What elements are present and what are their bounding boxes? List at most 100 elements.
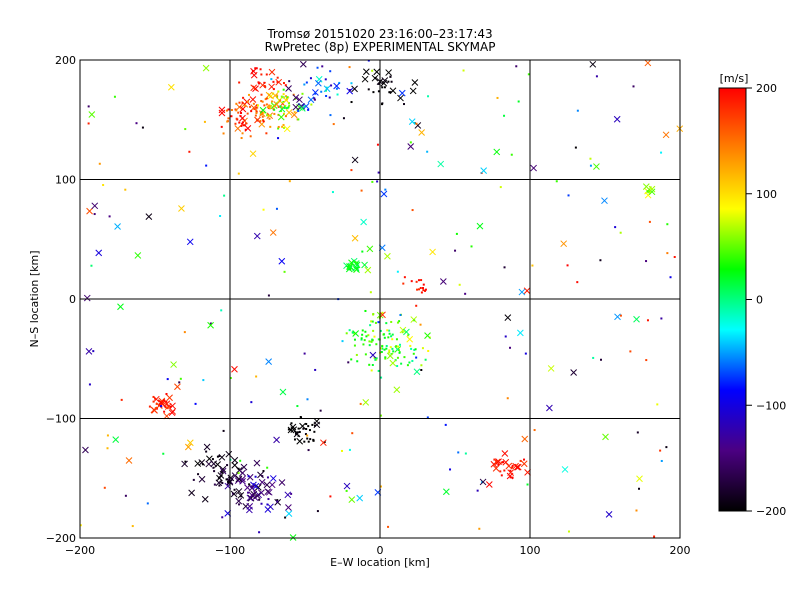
- data-point-cross: [398, 89, 406, 97]
- y-tick-label: 100: [55, 174, 76, 187]
- data-point-dot: [340, 449, 343, 452]
- data-point-cross: [263, 481, 271, 489]
- data-point-cross: [492, 465, 500, 472]
- data-point-cross: [249, 150, 257, 158]
- data-point-dot: [227, 117, 230, 120]
- data-point-dot: [666, 223, 669, 226]
- data-point-dot: [410, 347, 413, 350]
- data-point-dot: [238, 101, 241, 104]
- data-point-cross: [406, 335, 414, 343]
- data-point-dot: [270, 104, 273, 107]
- data-point-dot: [403, 356, 406, 359]
- data-point-cross: [315, 75, 323, 83]
- data-point-dot: [255, 110, 258, 113]
- data-point-cross: [439, 278, 447, 285]
- data-point-dot: [90, 264, 93, 267]
- data-point-cross: [271, 92, 279, 99]
- data-point-dot: [424, 288, 427, 291]
- data-point-dot: [331, 191, 334, 194]
- data-point-dot: [311, 423, 314, 426]
- data-point-dot: [589, 164, 592, 167]
- data-point-cross: [495, 458, 502, 465]
- data-point-cross: [265, 358, 273, 365]
- data-point-dot: [418, 288, 421, 291]
- data-point-dot: [282, 123, 285, 126]
- data-point-dot: [648, 220, 651, 223]
- data-point-dot: [503, 114, 506, 117]
- data-point-dot: [237, 111, 240, 114]
- data-point-cross: [333, 82, 340, 90]
- data-point-dot: [464, 292, 467, 295]
- data-point-cross: [360, 218, 367, 226]
- data-point-dot: [411, 359, 414, 362]
- data-point-dot: [159, 405, 162, 408]
- data-point-dot: [252, 102, 255, 105]
- data-point-cross: [239, 469, 246, 477]
- data-point-dot: [656, 403, 659, 406]
- data-point-cross: [351, 85, 358, 93]
- data-point-dot: [93, 213, 96, 216]
- data-point-dot: [400, 362, 403, 365]
- data-point-cross: [201, 495, 209, 503]
- data-point-dot: [301, 92, 304, 95]
- data-point-dot: [409, 344, 412, 347]
- data-point-dot: [267, 294, 270, 297]
- data-point-cross: [283, 125, 291, 133]
- data-point-dot: [108, 215, 111, 218]
- data-point-dot: [255, 111, 258, 114]
- data-point-cross: [170, 361, 177, 368]
- data-point-dot: [599, 358, 602, 361]
- colorbar-ticks: 200 100 0 −100 −200: [746, 82, 786, 518]
- data-point-dot: [280, 106, 283, 109]
- data-point-dot: [324, 89, 327, 92]
- data-point-dot: [102, 184, 105, 187]
- data-point-cross: [292, 94, 300, 101]
- data-point-cross: [184, 443, 192, 451]
- data-point-dot: [272, 80, 275, 83]
- data-point-dot: [296, 431, 299, 434]
- data-point-dot: [241, 132, 244, 135]
- data-point-dot: [415, 280, 418, 283]
- data-point-dot: [372, 329, 375, 332]
- data-point-dot: [292, 93, 295, 96]
- data-point-dot: [349, 268, 352, 271]
- data-point-dot: [154, 397, 157, 400]
- data-point-dot: [219, 480, 222, 483]
- y-axis-ticks: −200 −100 0 100 200: [46, 54, 680, 545]
- data-point-dot: [261, 100, 264, 103]
- data-point-dot: [284, 84, 287, 87]
- data-point-dot: [376, 180, 379, 183]
- data-point-cross: [268, 68, 276, 76]
- data-point-dot: [220, 471, 223, 474]
- data-point-dot: [277, 90, 280, 93]
- data-point-dot: [233, 488, 236, 491]
- data-point-dot: [419, 323, 422, 326]
- data-point-dot: [225, 478, 228, 481]
- data-point-cross: [507, 469, 514, 476]
- data-point-dot: [235, 102, 238, 105]
- data-point-dot: [230, 109, 233, 112]
- data-point-dot: [383, 336, 386, 339]
- data-point-dot: [276, 80, 279, 83]
- data-point-dot: [426, 150, 429, 153]
- data-point-dot: [649, 189, 652, 192]
- data-point-dot: [407, 334, 410, 337]
- data-point-cross: [296, 96, 303, 104]
- data-point-dot: [283, 106, 286, 109]
- data-point-dot: [375, 343, 378, 346]
- data-point-dot: [673, 256, 676, 259]
- data-point-dot: [388, 351, 391, 354]
- data-point-dot: [381, 311, 384, 314]
- data-point-cross: [518, 288, 526, 296]
- data-point-dot: [420, 279, 423, 282]
- data-point-dot: [258, 498, 261, 501]
- data-point-dot: [305, 428, 308, 431]
- data-point-dot: [264, 98, 267, 101]
- colorbar-tick-label: 100: [756, 188, 777, 201]
- data-point-cross: [246, 473, 254, 481]
- data-point-dot: [396, 270, 399, 273]
- data-point-dot: [390, 335, 393, 338]
- colorbar-tick-label: −200: [756, 505, 786, 518]
- data-point-dot: [264, 85, 267, 88]
